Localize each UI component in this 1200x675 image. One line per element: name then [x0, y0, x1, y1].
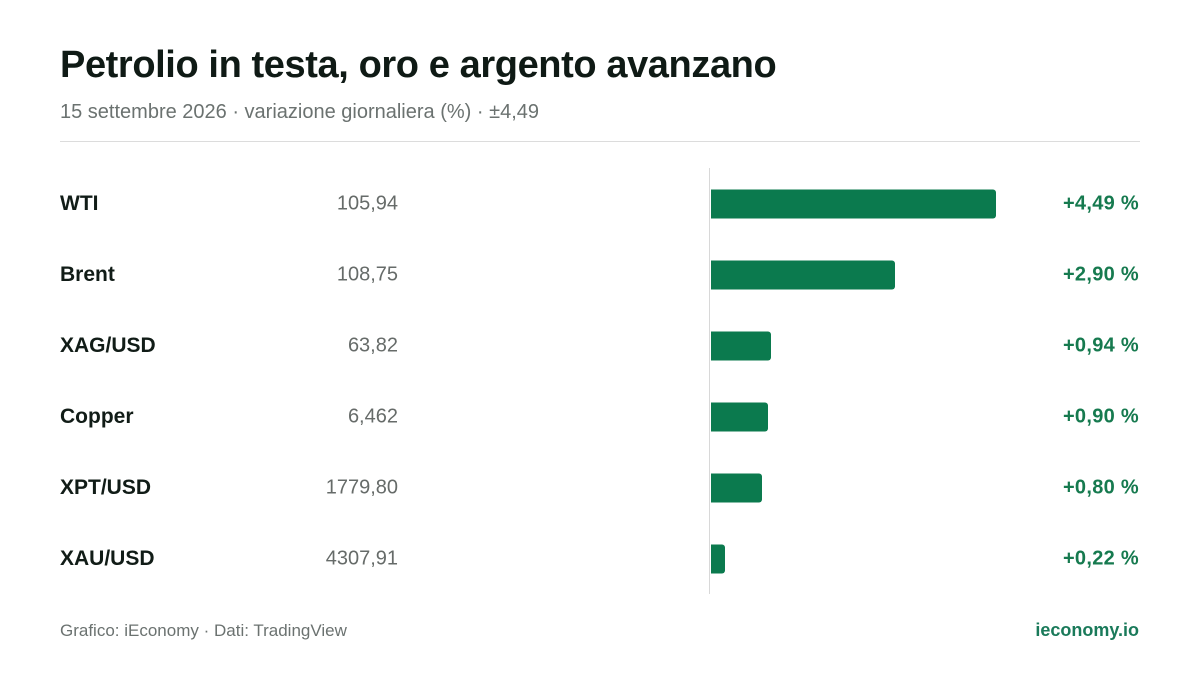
bar-value-label: +0,94 %	[1062, 334, 1139, 356]
price-value: 108,75	[336, 263, 398, 285]
bar	[711, 402, 768, 431]
header-divider	[60, 141, 1140, 142]
chart-row: WTI 105,94 +4,49 %	[0, 168, 1200, 239]
price-value: 6,462	[347, 405, 398, 427]
bar-value-label: +0,80 %	[1062, 476, 1139, 498]
bar-value-label: +4,49 %	[1062, 192, 1139, 214]
bar-value-label: +0,22 %	[1062, 547, 1139, 569]
price-value: 4307,91	[325, 547, 398, 569]
chart-row: XAG/USD 63,82 +0,94 %	[0, 310, 1200, 381]
category-label: XAU/USD	[60, 546, 155, 570]
chart-row: XAU/USD 4307,91 +0,22 %	[0, 523, 1200, 594]
bar	[711, 189, 996, 218]
bar	[711, 544, 725, 573]
chart-subtitle: 15 settembre 2026 · variazione giornalie…	[60, 101, 539, 123]
bar-chart: WTI 105,94 +4,49 % Brent 108,75 +2,90 % XAG/US…	[0, 168, 1200, 594]
category-label: Brent	[60, 262, 115, 286]
bar-value-label: +2,90 %	[1062, 263, 1139, 285]
zero-axis-line	[709, 168, 710, 594]
chart-row: Brent 108,75 +2,90 %	[0, 239, 1200, 310]
bar	[711, 473, 762, 502]
category-label: Copper	[60, 404, 134, 428]
chart-row: Copper 6,462 +0,90 %	[0, 381, 1200, 452]
price-value: 1779,80	[325, 476, 398, 498]
brand-link[interactable]: ieconomy.io	[1035, 620, 1139, 640]
category-label: XAG/USD	[60, 333, 156, 357]
bar	[711, 260, 895, 289]
price-value: 105,94	[336, 192, 398, 214]
category-label: XPT/USD	[60, 475, 152, 499]
chart-source: Grafico: iEconomy · Dati: TradingView	[60, 621, 347, 640]
chart-row: XPT/USD 1779,80 +0,80 %	[0, 452, 1200, 523]
category-label: WTI	[60, 191, 99, 215]
price-value: 63,82	[347, 334, 398, 356]
chart-title: Petrolio in testa, oro e argento avanzan…	[60, 44, 777, 86]
bar-value-label: +0,90 %	[1062, 405, 1139, 427]
bar	[711, 331, 771, 360]
